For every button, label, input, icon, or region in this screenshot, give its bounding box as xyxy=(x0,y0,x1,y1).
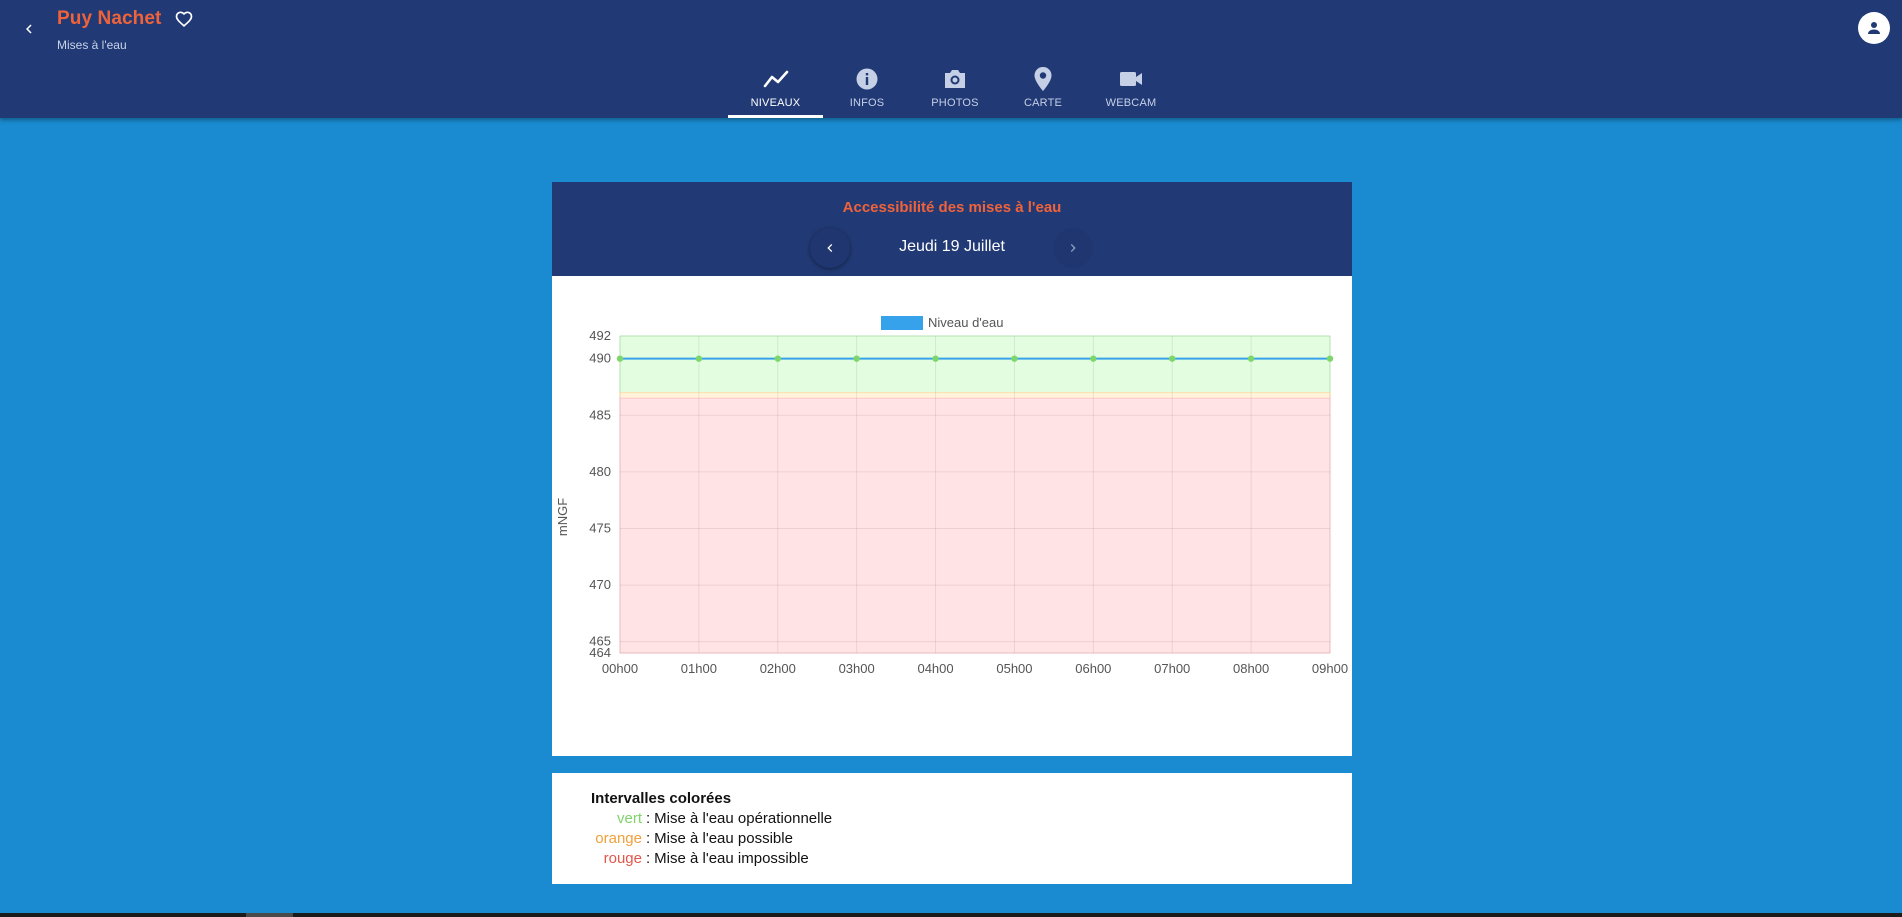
x-tick-label: 07h00 xyxy=(1154,661,1190,676)
x-tick-label: 05h00 xyxy=(996,661,1032,676)
legend-key: vert xyxy=(616,810,642,827)
legend-key: orange xyxy=(595,830,642,847)
tab-webcam[interactable]: WEBCAM xyxy=(1087,62,1175,118)
legend-separator: : xyxy=(646,850,651,867)
data-point[interactable] xyxy=(932,355,939,362)
x-tick-label: 03h00 xyxy=(839,661,875,676)
heart-outline-icon xyxy=(176,11,193,28)
legend-key: rouge xyxy=(603,850,642,867)
band-vert xyxy=(619,335,1331,394)
chevron-right-icon xyxy=(1070,244,1076,252)
map-marker-icon xyxy=(1032,66,1054,92)
x-tick-label: 09h00 xyxy=(1312,661,1348,676)
tab-label: NIVEAUX xyxy=(750,97,801,109)
tab-label: WEBCAM xyxy=(1105,97,1157,109)
y-tick-label: 470 xyxy=(589,577,611,592)
legend-item-orange: orange : Mise à l'eau possible xyxy=(552,830,793,847)
legend-text: Mise à l'eau impossible xyxy=(654,850,809,867)
data-point[interactable] xyxy=(1090,355,1097,362)
chart-line-icon xyxy=(763,66,789,92)
data-point[interactable] xyxy=(616,355,624,362)
y-tick-label: 490 xyxy=(589,351,611,366)
color-legend-card: Intervalles colorées vert : Mise à l'eau… xyxy=(552,773,1352,884)
favorite-button[interactable] xyxy=(173,8,195,30)
y-tick-label: 480 xyxy=(589,464,611,479)
x-tick-label: 02h00 xyxy=(760,661,796,676)
data-point[interactable] xyxy=(774,355,781,362)
band-rouge xyxy=(619,397,1331,654)
account-icon xyxy=(1868,22,1880,34)
x-tick-label: 06h00 xyxy=(1075,661,1111,676)
data-point[interactable] xyxy=(1247,355,1255,362)
legend-separator: : xyxy=(646,810,651,827)
card-header: Accessibilité des mises à l'eau Jeudi 19… xyxy=(552,182,1352,276)
tab-label: INFOS xyxy=(849,97,885,109)
previous-day-button[interactable] xyxy=(810,228,850,268)
legend-item-vert: vert : Mise à l'eau opérationnelle xyxy=(552,810,832,827)
chevron-left-icon xyxy=(827,244,833,252)
y-tick-label: 464 xyxy=(589,645,611,660)
current-date: Jeudi 19 Juillet xyxy=(899,238,1005,255)
legend-title: Intervalles colorées xyxy=(591,790,732,807)
data-point[interactable] xyxy=(1326,355,1334,362)
info-icon xyxy=(855,66,879,92)
tab-bar: NIVEAUX INFOS PHOTOS xyxy=(728,62,1175,118)
app-bar: Puy Nachet Mises à l'eau NIVEAUX xyxy=(0,0,1902,118)
y-tick-label: 485 xyxy=(589,407,611,422)
camera-icon xyxy=(942,66,968,92)
chevron-left-icon xyxy=(26,24,32,34)
legend-text: Mise à l'eau possible xyxy=(654,830,793,847)
next-day-button[interactable] xyxy=(1053,228,1093,268)
band-orange xyxy=(619,392,1331,399)
page-subtitle: Mises à l'eau xyxy=(57,38,127,52)
page-title: Puy Nachet xyxy=(57,8,162,29)
y-tick-label: 492 xyxy=(589,328,611,343)
levels-card: Accessibilité des mises à l'eau Jeudi 19… xyxy=(552,182,1352,756)
data-point[interactable] xyxy=(1169,355,1176,362)
legend-item-rouge: rouge : Mise à l'eau impossible xyxy=(552,850,809,867)
tab-label: CARTE xyxy=(1023,97,1063,109)
data-point[interactable] xyxy=(1011,355,1018,362)
x-tick-label: 01h00 xyxy=(681,661,717,676)
account-button[interactable] xyxy=(1858,12,1890,44)
card-title: Accessibilité des mises à l'eau xyxy=(842,199,1062,216)
data-point[interactable] xyxy=(695,355,703,362)
y-tick-label: 475 xyxy=(589,520,611,535)
y-axis-label: mNGF xyxy=(555,498,570,536)
video-camera-icon xyxy=(1118,66,1144,92)
data-point[interactable] xyxy=(853,355,860,362)
horizontal-scrollbar[interactable] xyxy=(0,913,1902,917)
x-tick-label: 00h00 xyxy=(602,661,638,676)
water-level-chart: 492 490 485 480 475 470 465 464 00h00 01h00 02h00… xyxy=(552,276,1352,756)
y-tick-label: 465 xyxy=(589,634,611,649)
scrollbar-thumb[interactable] xyxy=(246,913,293,917)
x-tick-label: 08h00 xyxy=(1233,661,1269,676)
tab-infos[interactable]: INFOS xyxy=(823,62,911,118)
legend-label: Niveau d'eau xyxy=(928,315,1003,330)
legend-text: Mise à l'eau opérationnelle xyxy=(654,810,833,827)
back-button[interactable] xyxy=(14,14,44,44)
tab-carte[interactable]: CARTE xyxy=(999,62,1087,118)
tab-niveaux[interactable]: NIVEAUX xyxy=(728,62,823,118)
x-tick-label: 04h00 xyxy=(917,661,953,676)
tab-label: PHOTOS xyxy=(931,97,979,109)
legend-swatch xyxy=(881,316,923,330)
legend-separator: : xyxy=(646,830,651,847)
tab-photos[interactable]: PHOTOS xyxy=(911,62,999,118)
